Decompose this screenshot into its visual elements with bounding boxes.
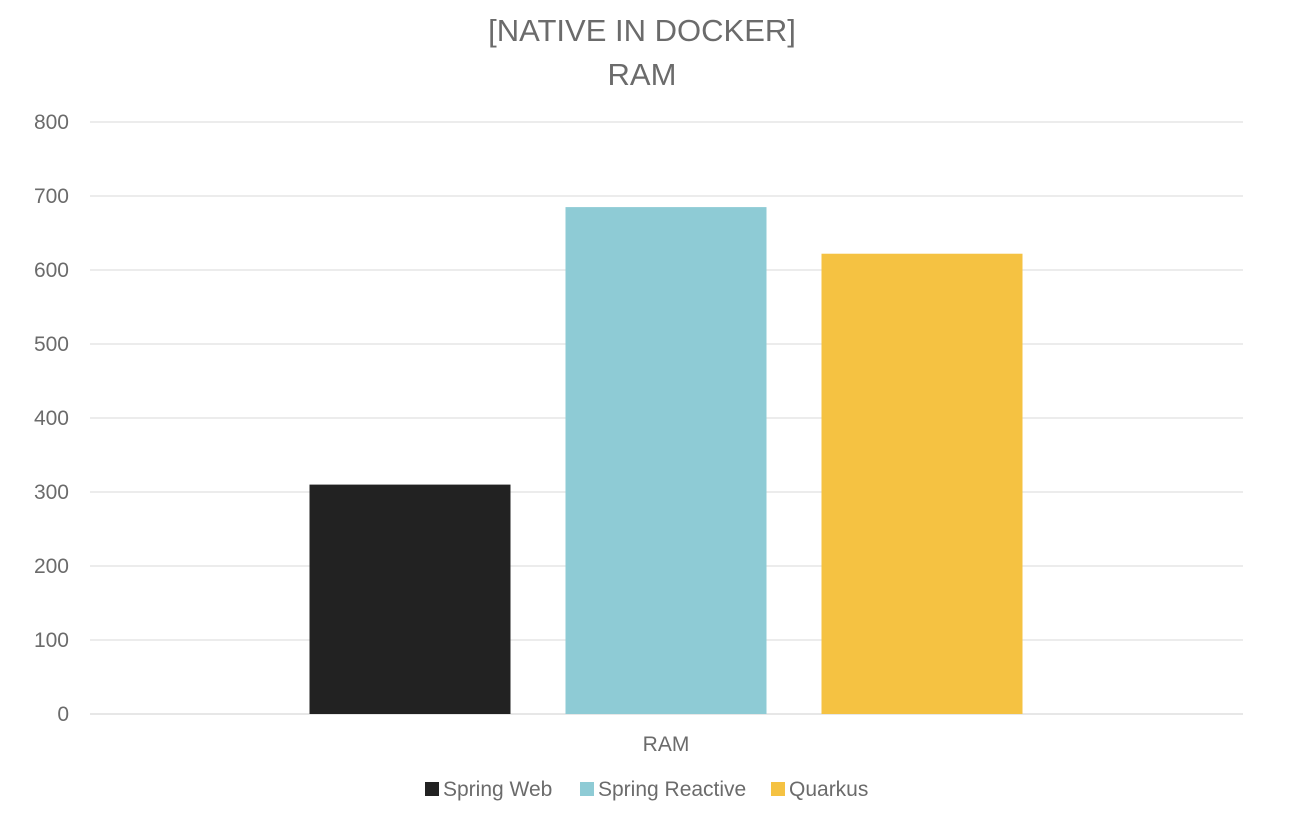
y-tick-label-500: 500: [34, 333, 69, 356]
bar-spring-reactive: [565, 207, 767, 714]
y-tick-label-0: 0: [57, 703, 69, 726]
bar-quarkus: [821, 253, 1023, 714]
y-tick-label-700: 700: [34, 185, 69, 208]
legend-label-spring-reactive: Spring Reactive: [598, 778, 746, 801]
legend-swatch-spring-web: [425, 782, 439, 796]
bar-spring-web: [309, 484, 511, 714]
legend-swatch-spring-reactive: [580, 782, 594, 796]
legend: Spring Web Spring Reactive Quarkus: [425, 778, 868, 801]
x-axis-category-labels: RAM: [643, 733, 690, 756]
chart-title-line-1: [NATIVE IN DOCKER]: [488, 13, 796, 48]
y-tick-label-200: 200: [34, 555, 69, 578]
bars: [309, 207, 1023, 714]
y-axis-tick-labels: 0 100 200 300 400 500 600 700 800: [34, 111, 69, 726]
y-tick-label-600: 600: [34, 259, 69, 282]
y-tick-label-800: 800: [34, 111, 69, 134]
legend-swatch-quarkus: [771, 782, 785, 796]
legend-label-quarkus: Quarkus: [789, 778, 868, 801]
y-tick-label-100: 100: [34, 629, 69, 652]
legend-label-spring-web: Spring Web: [443, 778, 552, 801]
chart-title: [NATIVE IN DOCKER] RAM: [488, 13, 796, 92]
x-category-label: RAM: [643, 733, 690, 756]
y-tick-label-300: 300: [34, 481, 69, 504]
y-tick-label-400: 400: [34, 407, 69, 430]
chart-title-line-2: RAM: [608, 57, 677, 92]
